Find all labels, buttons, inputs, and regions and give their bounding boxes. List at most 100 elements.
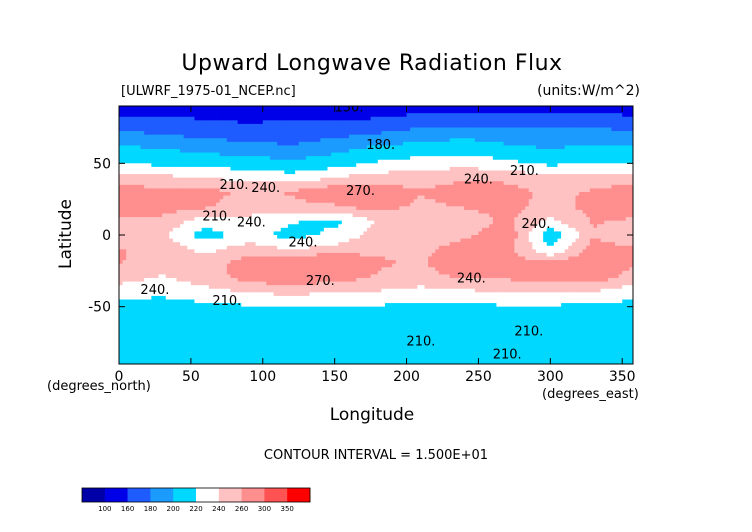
heatmap-cell [546,159,551,164]
heatmap-cell [237,217,242,222]
heatmap-cell [237,149,242,153]
heatmap-cell [370,174,375,179]
heatmap-cell [241,213,246,218]
heatmap-cell [482,213,487,218]
heatmap-cell [205,145,210,150]
heatmap-cell [550,181,555,186]
heatmap-cell [302,177,307,182]
heatmap-cell [327,156,332,161]
heatmap-cell [589,113,594,118]
heatmap-cell [136,202,141,207]
heatmap-cell [399,127,404,132]
heatmap-cell [399,116,404,121]
heatmap-cell [589,138,594,143]
heatmap-cell [622,224,627,229]
heatmap-cell [424,224,429,229]
heatmap-cell [417,138,422,143]
heatmap-cell [255,170,260,175]
heatmap-cell [410,145,415,150]
heatmap-cell [622,127,627,132]
heatmap-cell [460,123,465,128]
heatmap-cell [205,152,210,157]
heatmap-cell [320,184,325,189]
heatmap-cell [190,120,195,125]
heatmap-cell [205,192,210,196]
heatmap-cell [456,192,461,196]
heatmap-cell [119,145,123,150]
heatmap-cell [377,220,382,225]
heatmap-cell [216,224,221,229]
heatmap-cell [212,159,217,164]
heatmap-cell [417,166,422,171]
heatmap-cell [413,141,418,146]
heatmap-cell [539,106,544,110]
heatmap-cell [129,209,134,214]
heatmap-cell [126,177,131,182]
heatmap-cell [349,181,354,186]
heatmap-cell [201,209,206,214]
heatmap-cell [611,116,616,121]
heatmap-cell [625,156,630,161]
heatmap-cell [201,224,206,229]
heatmap-cell [489,220,494,225]
heatmap-cell [618,181,623,186]
heatmap-cell [474,209,479,214]
heatmap-cell [510,217,515,222]
heatmap-cell [165,220,170,225]
heatmap-cell [298,181,303,186]
heatmap-cell [280,202,285,207]
heatmap-cell [546,116,551,121]
heatmap-cell [514,123,519,128]
heatmap-cell [205,206,210,211]
heatmap-cell [363,177,368,182]
heatmap-cell [305,195,310,200]
heatmap-cell [255,123,260,128]
heatmap-cell [507,123,512,128]
heatmap-cell [183,170,188,175]
heatmap-cell [234,116,239,121]
heatmap-cell [607,177,612,182]
heatmap-cell [234,227,239,232]
heatmap-cell [280,199,285,204]
heatmap-cell [561,152,566,157]
heatmap-cell [539,145,544,150]
heatmap-cell [460,199,465,204]
heatmap-cell [496,156,501,161]
heatmap-cell [384,113,389,118]
heatmap-cell [589,220,594,225]
heatmap-cell [262,206,267,211]
heatmap-cell [622,220,627,225]
heatmap-cell [514,188,519,193]
heatmap-cell [410,163,415,168]
heatmap-cell [277,181,282,186]
heatmap-cell [169,220,174,225]
heatmap-cell [561,224,566,229]
heatmap-cell [198,138,203,143]
heatmap-cell [395,149,400,153]
heatmap-cell [575,220,580,225]
heatmap-cell [525,113,530,118]
heatmap-cell [553,120,558,125]
heatmap-cell [356,177,361,182]
heatmap-cell [384,195,389,200]
heatmap-cell [331,141,336,146]
heatmap-cell [370,195,375,200]
heatmap-cell [456,170,461,175]
heatmap-cell [259,120,264,125]
heatmap-cell [507,159,512,164]
heatmap-cell [525,134,530,139]
heatmap-cell [561,227,566,232]
heatmap-cell [359,141,364,146]
heatmap-cell [600,120,605,125]
heatmap-cell [500,138,504,143]
heatmap-cell [331,149,336,153]
heatmap-cell [600,174,605,179]
heatmap-cell [291,202,296,207]
heatmap-cell [582,220,587,225]
heatmap-cell [517,213,522,218]
heatmap-cell [244,123,249,128]
heatmap-cell [356,156,361,161]
heatmap-cell [478,156,483,161]
heatmap-cell [597,131,602,136]
heatmap-cell [349,184,354,189]
